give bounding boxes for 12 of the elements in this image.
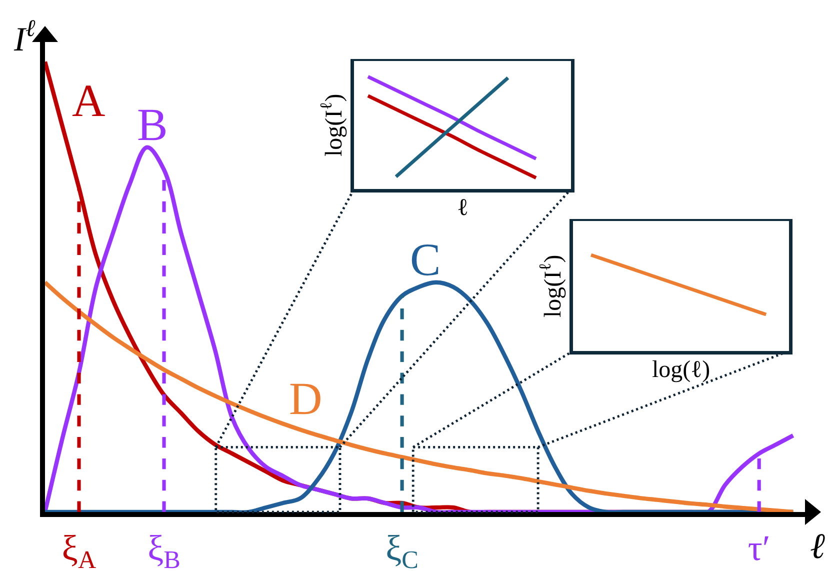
x-tick-label: τ′ (748, 528, 770, 568)
series-label: C (410, 234, 441, 285)
x-axis-title: ℓ (810, 526, 825, 566)
x-tick-label: ξ$_{A}$ (62, 528, 96, 571)
x-tick-label: ξ$_{C}$ (386, 528, 418, 571)
x-tick-label: ξ$_{B}$ (148, 528, 180, 571)
series-label: B (137, 99, 168, 150)
y-axis-title: I$^{ℓ}$ (13, 16, 36, 58)
x-axis-title: log(ℓ) (652, 357, 710, 383)
series-label: A (72, 75, 106, 126)
x-axis-title: ℓ (457, 195, 468, 221)
series-label: D (289, 373, 322, 424)
